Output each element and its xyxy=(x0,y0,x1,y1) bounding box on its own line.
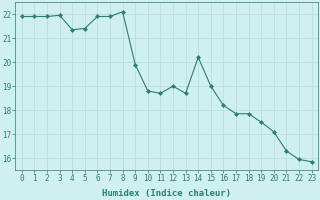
X-axis label: Humidex (Indice chaleur): Humidex (Indice chaleur) xyxy=(102,189,231,198)
